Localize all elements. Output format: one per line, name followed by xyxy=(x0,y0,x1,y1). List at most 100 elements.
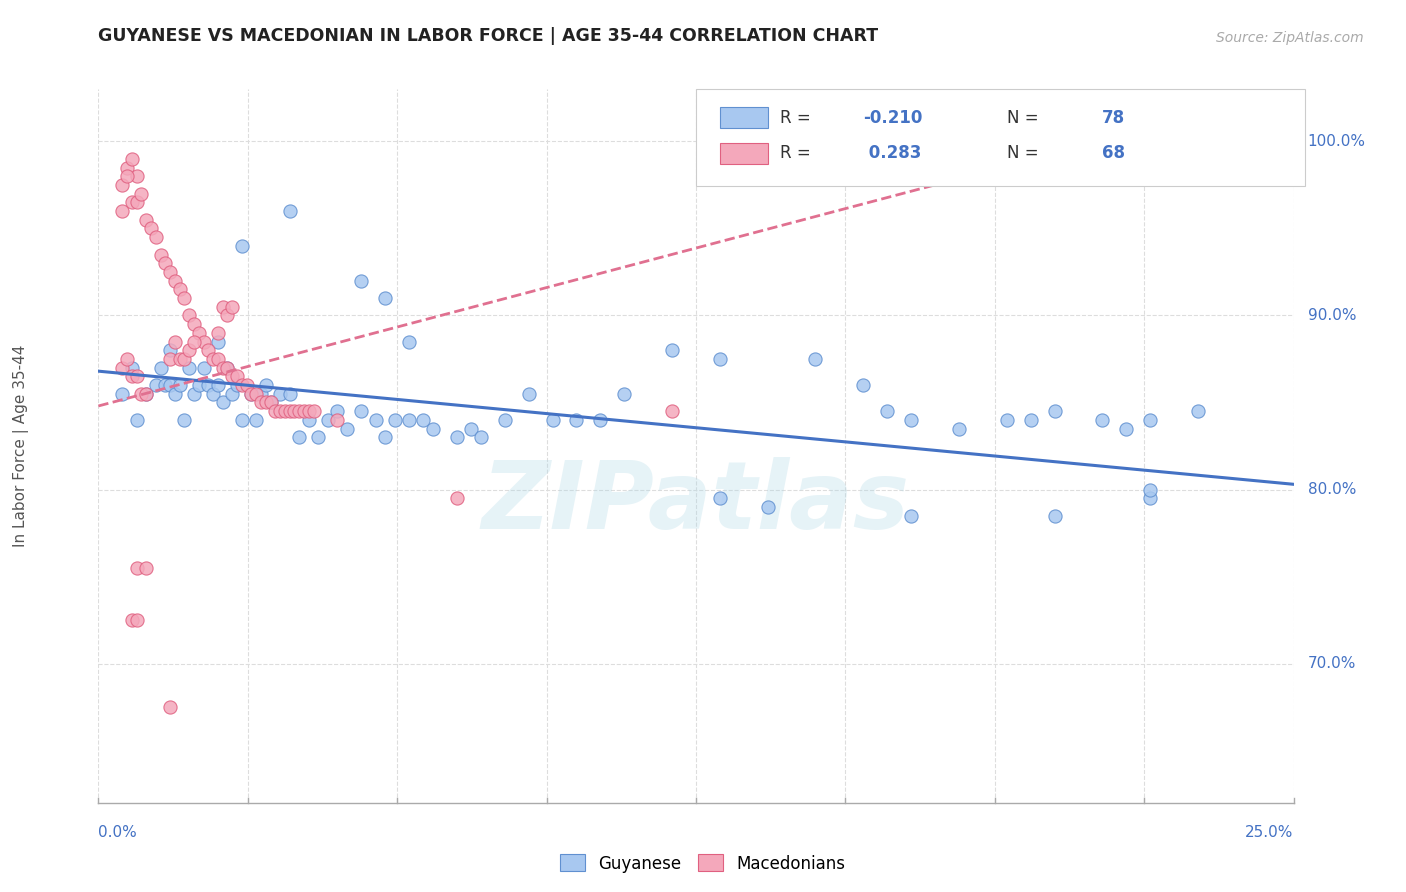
Point xyxy=(163,386,186,401)
Point xyxy=(125,369,148,384)
Point xyxy=(125,195,148,210)
Point xyxy=(350,274,373,288)
Point xyxy=(173,413,195,427)
Point xyxy=(231,413,253,427)
Point xyxy=(115,161,138,175)
Point xyxy=(145,378,167,392)
Point xyxy=(207,351,229,366)
FancyBboxPatch shape xyxy=(720,143,768,164)
Point xyxy=(316,413,339,427)
Point xyxy=(1139,483,1161,497)
Point xyxy=(115,169,138,184)
Point xyxy=(240,386,263,401)
Point xyxy=(613,386,636,401)
Text: N =: N = xyxy=(1007,109,1043,127)
Point xyxy=(900,508,922,523)
Point xyxy=(125,613,148,627)
Text: 78: 78 xyxy=(1102,109,1125,127)
Point xyxy=(187,326,209,340)
Point xyxy=(283,404,305,418)
Point xyxy=(269,386,291,401)
Point xyxy=(374,430,396,444)
Point xyxy=(217,360,239,375)
Point xyxy=(207,326,229,340)
Point xyxy=(131,186,153,201)
Point xyxy=(169,351,191,366)
Point xyxy=(446,491,468,506)
Point xyxy=(125,561,148,575)
Text: In Labor Force | Age 35-44: In Labor Force | Age 35-44 xyxy=(13,345,30,547)
Point xyxy=(163,274,186,288)
Point xyxy=(756,500,779,514)
Point xyxy=(278,386,301,401)
Point xyxy=(298,413,321,427)
Point xyxy=(231,378,253,392)
Point xyxy=(245,413,267,427)
Point xyxy=(125,413,148,427)
Point xyxy=(197,378,219,392)
Point xyxy=(494,413,516,427)
Point xyxy=(852,378,875,392)
Point xyxy=(1091,413,1114,427)
Text: 70.0%: 70.0% xyxy=(1308,656,1355,671)
Point xyxy=(1019,413,1042,427)
Point xyxy=(149,247,172,261)
Point xyxy=(1139,491,1161,506)
Point xyxy=(131,386,153,401)
Point xyxy=(259,395,281,409)
Point xyxy=(125,169,148,184)
Point xyxy=(235,378,257,392)
Text: -0.210: -0.210 xyxy=(863,109,922,127)
Point xyxy=(135,386,157,401)
Text: N =: N = xyxy=(1007,145,1043,162)
Point xyxy=(288,430,311,444)
Point xyxy=(302,404,325,418)
Point xyxy=(661,404,683,418)
Point xyxy=(111,178,134,192)
Point xyxy=(274,404,297,418)
Text: GUYANESE VS MACEDONIAN IN LABOR FORCE | AGE 35-44 CORRELATION CHART: GUYANESE VS MACEDONIAN IN LABOR FORCE | … xyxy=(98,27,879,45)
Point xyxy=(565,413,588,427)
Point xyxy=(250,386,273,401)
Point xyxy=(221,369,243,384)
Text: ZIPatlas: ZIPatlas xyxy=(482,457,910,549)
Text: 100.0%: 100.0% xyxy=(1308,134,1365,149)
Point xyxy=(1139,413,1161,427)
Point xyxy=(412,413,434,427)
Point xyxy=(460,421,482,435)
Point xyxy=(211,395,233,409)
Point xyxy=(298,404,321,418)
Text: 80.0%: 80.0% xyxy=(1308,482,1355,497)
Point xyxy=(159,351,181,366)
Point xyxy=(948,421,970,435)
Point xyxy=(202,386,225,401)
Point xyxy=(121,360,143,375)
Point xyxy=(541,413,564,427)
FancyBboxPatch shape xyxy=(696,89,1305,186)
Point xyxy=(900,413,922,427)
Text: 68: 68 xyxy=(1102,145,1125,162)
Point xyxy=(121,152,143,166)
Point xyxy=(173,351,195,366)
Point xyxy=(207,334,229,349)
Point xyxy=(336,421,359,435)
Point xyxy=(1043,508,1066,523)
Point xyxy=(226,378,249,392)
Point xyxy=(159,265,181,279)
Point xyxy=(250,395,273,409)
Point xyxy=(139,221,162,235)
Point xyxy=(709,491,731,506)
Point xyxy=(197,343,219,358)
Point xyxy=(709,351,731,366)
Point xyxy=(155,256,177,270)
Point xyxy=(422,421,444,435)
Point xyxy=(135,212,157,227)
Point xyxy=(221,300,243,314)
Point xyxy=(804,351,827,366)
Point xyxy=(183,317,205,331)
Point xyxy=(217,309,239,323)
Point xyxy=(169,378,191,392)
Point xyxy=(155,378,177,392)
Point xyxy=(1043,404,1066,418)
Point xyxy=(193,360,215,375)
